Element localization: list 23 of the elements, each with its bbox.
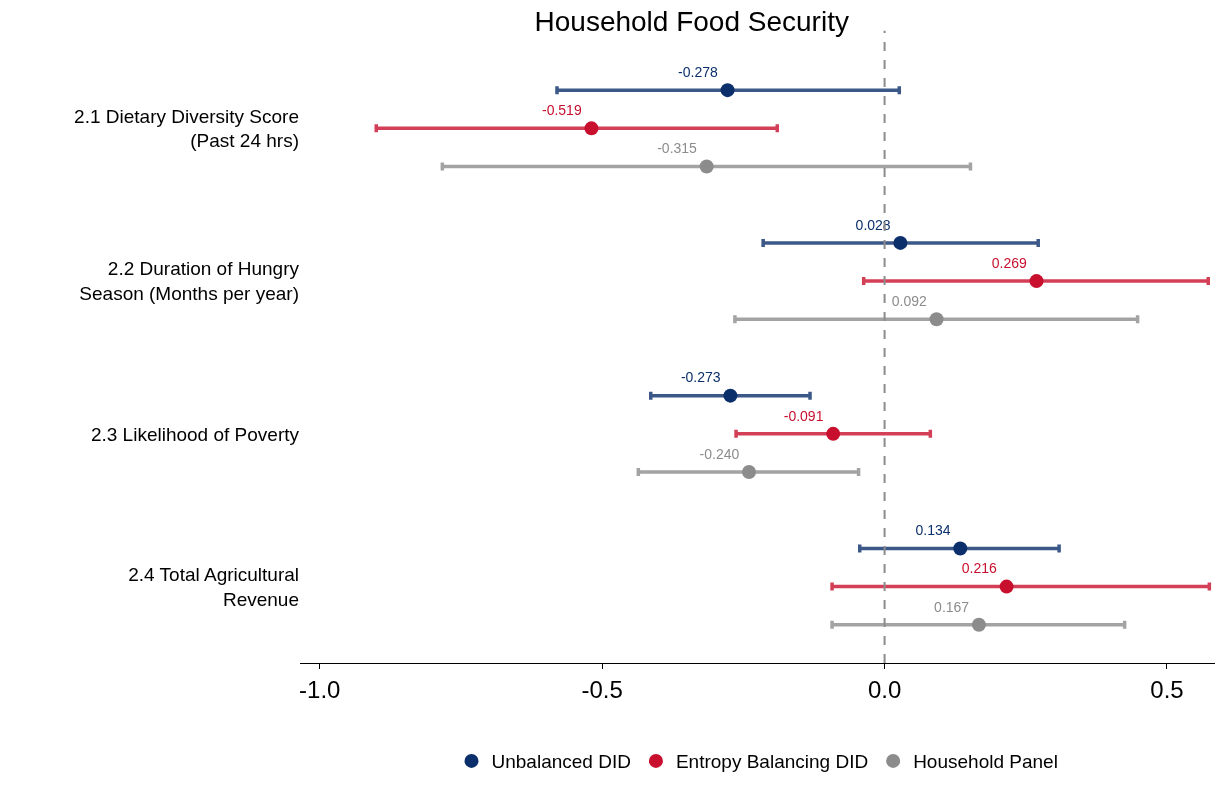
data-label: 0.134 [915,522,951,539]
data-label: -0.240 [699,445,740,462]
data-label: -0.091 [783,407,824,424]
y-tick-label: 2.1 Dietary Diversity Score (Past 24 hrs) [74,105,299,152]
data-label: -0.315 [657,140,698,157]
legend-label: Unbalanced DID [491,751,631,773]
data-label: -0.519 [541,102,582,119]
y-tick-label: 2.4 Total Agricultural Revenue [128,563,299,610]
data-label: 0.167 [934,598,970,615]
x-tick-label: -0.5 [581,675,623,703]
data-label: 0.216 [961,560,998,577]
x-tick-label: -1.0 [299,675,341,703]
data-label: 0.092 [891,293,927,310]
data-label: -0.278 [678,63,719,80]
legend-label: Entropy Balancing DID [675,751,869,773]
data-label: -0.273 [680,369,721,386]
data-label: 0.269 [991,254,1027,271]
y-tick-label: 2.2 Duration of Hungry Season (Months per year) [79,258,300,305]
x-tick-label: 0.5 [1150,675,1184,703]
chart-title: Household Food Security [534,6,849,38]
x-tick-label: 0.0 [867,675,902,703]
y-tick-label: 2.3 Likelihood of Poverty [90,423,300,445]
legend-label: Household Panel [913,751,1058,773]
